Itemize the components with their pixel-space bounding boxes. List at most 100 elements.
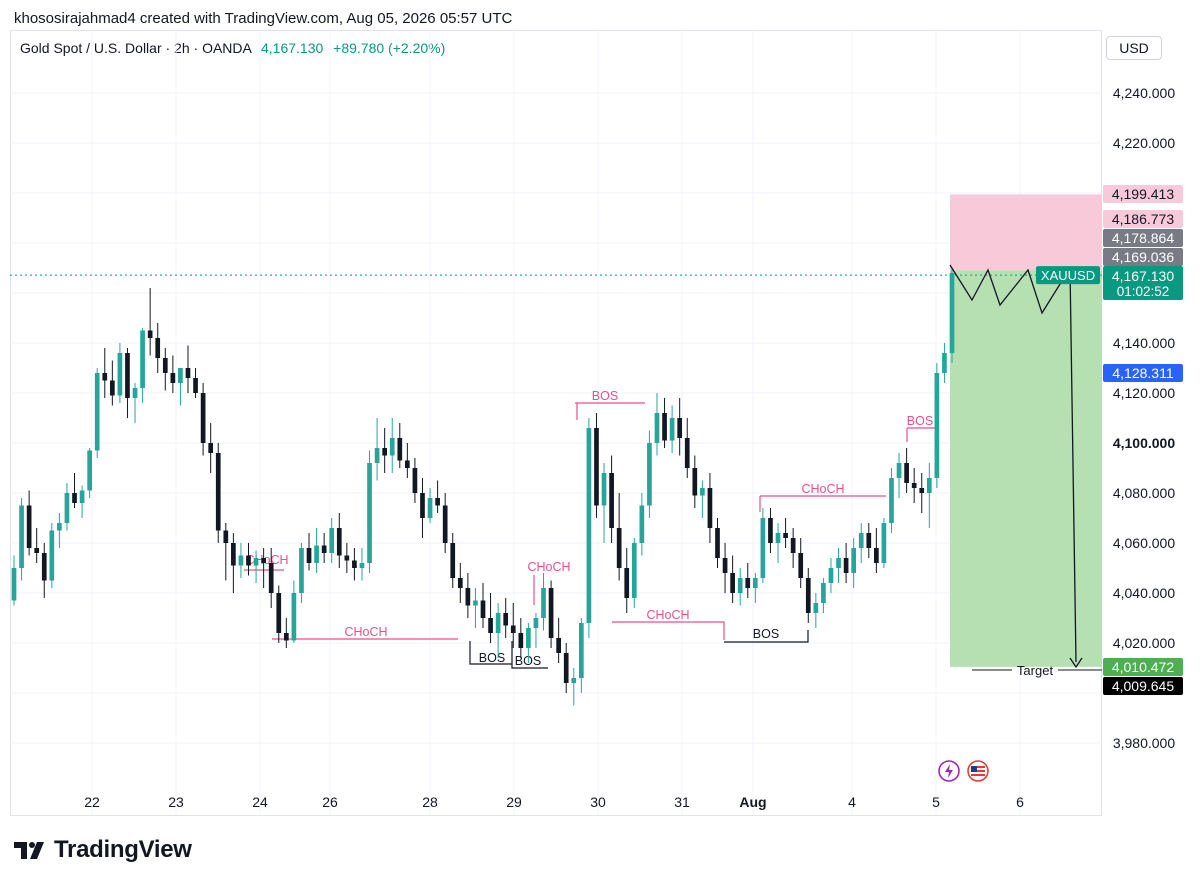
candle-body <box>707 488 713 528</box>
x-tick-label: 5 <box>932 794 940 810</box>
candle-body <box>722 558 728 573</box>
candle <box>601 463 607 543</box>
candle-body <box>427 498 433 518</box>
candle <box>435 480 440 513</box>
candle-body <box>578 623 584 678</box>
candle <box>510 603 516 648</box>
candle <box>367 450 372 573</box>
candle-body <box>768 518 773 543</box>
candle <box>231 533 236 593</box>
candle <box>336 513 342 568</box>
x-tick-label: 31 <box>674 794 690 810</box>
candle-body <box>41 553 47 581</box>
candle <box>223 523 229 581</box>
candle <box>291 580 297 643</box>
candle <box>442 493 448 553</box>
candle <box>49 523 55 588</box>
candle-body <box>102 373 108 381</box>
candle <box>858 523 864 563</box>
candle <box>427 488 433 523</box>
candle <box>775 523 781 563</box>
candle <box>752 573 758 603</box>
candle-body <box>851 548 857 573</box>
y-tick-label: 4,220.000 <box>1113 135 1175 151</box>
candle <box>836 548 841 583</box>
candle-body <box>231 543 236 566</box>
candle-body <box>465 588 471 606</box>
candle <box>125 348 130 418</box>
candle <box>155 323 161 373</box>
candle <box>578 618 584 693</box>
candle-body <box>556 638 561 653</box>
candle-body <box>253 558 259 566</box>
candle-body <box>715 528 720 558</box>
structure-line <box>724 630 809 643</box>
candle-body <box>238 555 244 566</box>
candle <box>654 393 660 456</box>
lightning-icon[interactable] <box>938 760 960 782</box>
candle <box>19 498 24 581</box>
candle <box>488 593 493 643</box>
symbol-title: Gold Spot / U.S. Dollar · 2h · OANDA <box>20 40 252 56</box>
candle <box>329 518 335 563</box>
candle-body <box>283 633 289 641</box>
candle <box>866 523 872 558</box>
candle-body <box>488 618 493 633</box>
candle-body <box>510 625 516 633</box>
candle <box>798 538 804 588</box>
candle-body <box>737 578 743 593</box>
candle <box>405 443 410 478</box>
candle-body <box>654 413 660 443</box>
last-price-tag-bg <box>1103 266 1183 300</box>
annotation-label: CHoCH <box>527 560 570 574</box>
candle <box>382 428 388 473</box>
candle-body <box>934 373 940 478</box>
candle <box>450 533 456 588</box>
ticker-tag-label: XAUUSD <box>1041 268 1095 283</box>
candle-body <box>450 543 456 578</box>
candle <box>730 555 735 603</box>
candle <box>344 543 350 573</box>
candle <box>374 418 380 481</box>
candle-body <box>64 493 70 523</box>
candle-body <box>397 438 403 461</box>
candle-body <box>117 353 123 396</box>
candle <box>843 543 849 583</box>
candle-body <box>745 578 751 588</box>
price-scale-label-bg <box>1103 677 1183 695</box>
candle-body <box>790 538 796 553</box>
price-scale-label-bg <box>1103 229 1183 247</box>
candle <box>117 343 123 403</box>
candle-body <box>858 533 864 548</box>
candle-body <box>321 545 327 553</box>
currency-button[interactable]: USD <box>1106 36 1162 60</box>
candle-body <box>155 338 161 358</box>
candle <box>495 603 501 658</box>
candle <box>949 268 955 363</box>
candle-body <box>911 483 917 488</box>
candle-body <box>548 588 554 638</box>
candle-body <box>571 678 577 683</box>
candle <box>72 473 77 508</box>
candle <box>783 518 788 548</box>
candle-body <box>344 555 350 561</box>
candle <box>813 593 819 628</box>
candle-body <box>601 473 607 506</box>
us-flag-icon[interactable] <box>967 760 989 782</box>
candle <box>896 453 902 498</box>
candle <box>420 478 425 538</box>
candle-body <box>57 523 62 531</box>
candle <box>276 585 282 643</box>
candle-body <box>72 493 77 503</box>
candle <box>677 398 683 456</box>
candle-body <box>34 548 40 553</box>
candle-body <box>843 558 849 573</box>
candle-body <box>480 600 486 618</box>
candle-body <box>919 488 925 493</box>
x-tick-label: 4 <box>848 794 856 810</box>
candle-body <box>246 555 251 566</box>
candle-body <box>178 368 183 383</box>
candle <box>700 480 705 518</box>
candle <box>745 563 751 598</box>
